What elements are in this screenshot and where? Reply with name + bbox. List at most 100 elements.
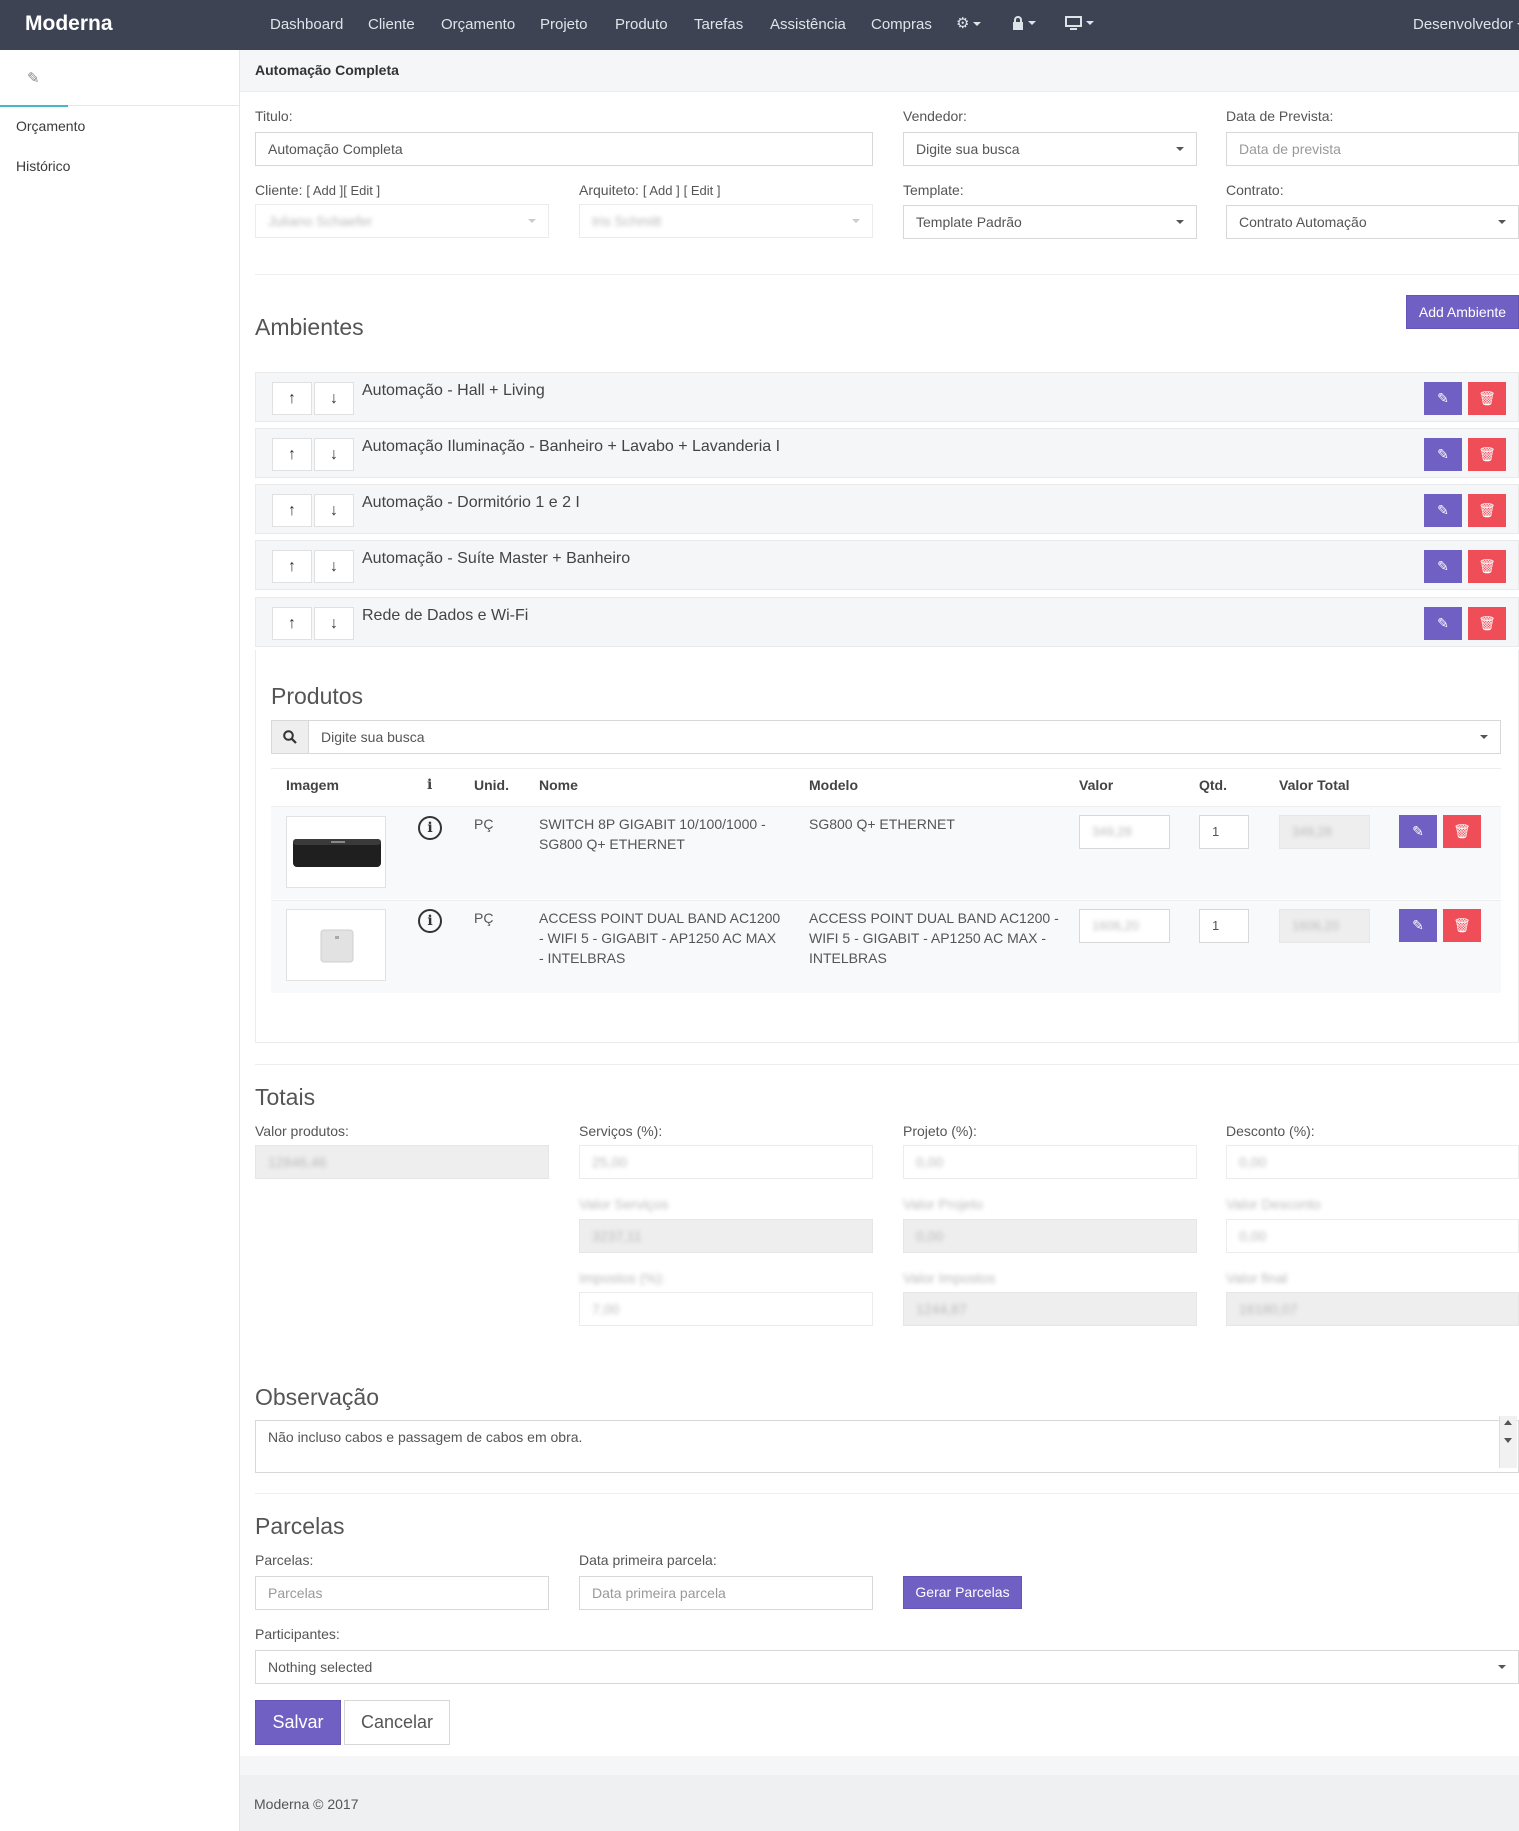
valor-input[interactable]: 1606,20 — [1079, 909, 1170, 943]
edit-icon[interactable]: ✎ — [1424, 607, 1462, 640]
info-icon[interactable]: i — [418, 909, 442, 933]
trash-icon[interactable]: 🗑 — [1468, 438, 1506, 471]
valor-projeto-field: 0,00 — [903, 1219, 1197, 1253]
edit-icon[interactable]: ✎ — [1424, 494, 1462, 527]
valor-total-field: 349,28 — [1279, 815, 1370, 849]
valor-input[interactable]: 349,28 — [1079, 815, 1170, 849]
data-primeira-parcela-label: Data primeira parcela: — [579, 1552, 717, 1568]
participantes-select[interactable]: Nothing selected — [255, 1650, 1519, 1684]
product-image — [286, 816, 386, 888]
col-qtd: Qtd. — [1199, 777, 1227, 793]
data-prevista-input[interactable]: Data de prevista — [1226, 132, 1519, 166]
valor-total-field: 1606,20 — [1279, 909, 1370, 943]
textarea-scrollbar[interactable] — [1499, 1416, 1517, 1468]
parcelas-label: Parcelas: — [255, 1552, 314, 1568]
brand-logo[interactable]: Moderna — [25, 12, 113, 35]
vendedor-select[interactable]: Digite sua busca — [903, 132, 1197, 166]
projeto-label: Projeto (%): — [903, 1123, 977, 1139]
arrow-down-icon[interactable]: ↓ — [314, 438, 354, 471]
servicos-input[interactable]: 25,00 — [579, 1145, 873, 1179]
arquiteto-edit-link[interactable]: [ Edit ] — [683, 183, 721, 198]
edit-icon[interactable]: ✎ — [1399, 909, 1437, 942]
arquiteto-add-link[interactable]: [ Add ] — [642, 183, 680, 198]
scroll-down-icon[interactable] — [1504, 1438, 1512, 1443]
chevron-down-icon — [1498, 1665, 1506, 1669]
nav-projeto[interactable]: Projeto — [540, 16, 588, 33]
scroll-up-icon[interactable] — [1504, 1420, 1512, 1425]
nav-dashboard[interactable]: Dashboard — [270, 16, 344, 33]
sidebar-edit-tab[interactable]: ✎ — [0, 50, 240, 106]
cancel-button[interactable]: Cancelar — [344, 1700, 450, 1745]
qtd-input[interactable]: 1 — [1199, 815, 1249, 849]
valor-desconto-input[interactable]: 0,00 — [1226, 1219, 1519, 1253]
titulo-input[interactable]: Automação Completa — [255, 132, 873, 166]
trash-icon[interactable]: 🗑 — [1443, 815, 1481, 848]
servicos-label: Serviços (%): — [579, 1123, 663, 1139]
arquiteto-select[interactable]: Iris Schmitt — [579, 204, 873, 238]
chevron-down-icon — [1480, 735, 1488, 739]
contrato-select[interactable]: Contrato Automação — [1226, 205, 1519, 239]
impostos-input[interactable]: 7,00 — [579, 1292, 873, 1326]
ambiente-name: Automação - Hall + Living — [362, 382, 545, 399]
observacao-textarea[interactable]: Não incluso cabos e passagem de cabos em… — [255, 1420, 1519, 1473]
ambiente-row: ↑ ↓ Automação - Hall + Living ✎ 🗑 — [255, 372, 1519, 422]
arrow-up-icon[interactable]: ↑ — [272, 494, 312, 527]
projeto-input[interactable]: 0,00 — [903, 1145, 1197, 1179]
cliente-edit-link[interactable]: [ Edit ] — [343, 183, 381, 198]
arrow-up-icon[interactable]: ↑ — [272, 550, 312, 583]
user-menu[interactable]: Desenvolvedor — [1413, 16, 1519, 33]
edit-icon[interactable]: ✎ — [1424, 550, 1462, 583]
arrow-up-icon[interactable]: ↑ — [272, 382, 312, 415]
template-select[interactable]: Template Padrão — [903, 205, 1197, 239]
arrow-up-icon[interactable]: ↑ — [272, 438, 312, 471]
arrow-down-icon[interactable]: ↓ — [314, 494, 354, 527]
add-ambiente-button[interactable]: Add Ambiente — [1406, 295, 1519, 329]
product-image — [286, 909, 386, 981]
trash-icon[interactable]: 🗑 — [1443, 909, 1481, 942]
desconto-label: Desconto (%): — [1226, 1123, 1315, 1139]
cliente-label: Cliente: [ Add ][ Edit ] — [255, 182, 381, 198]
edit-icon[interactable]: ✎ — [1399, 815, 1437, 848]
trash-icon[interactable]: 🗑 — [1468, 607, 1506, 640]
gerar-parcelas-button[interactable]: Gerar Parcelas — [903, 1576, 1022, 1609]
edit-icon[interactable]: ✎ — [1424, 438, 1462, 471]
nav-assistencia[interactable]: Assistência — [770, 16, 846, 33]
save-button[interactable]: Salvar — [255, 1700, 341, 1745]
data-primeira-parcela-input[interactable]: Data primeira parcela — [579, 1576, 873, 1610]
cliente-add-link[interactable]: [ Add ] — [306, 183, 344, 198]
desconto-input[interactable]: 0,00 — [1226, 1145, 1519, 1179]
gear-icon[interactable]: ⚙ — [956, 14, 982, 32]
monitor-icon[interactable] — [1065, 14, 1094, 31]
sidebar-item-orcamento[interactable]: Orçamento — [16, 118, 86, 134]
edit-icon[interactable]: ✎ — [1424, 382, 1462, 415]
qtd-input[interactable]: 1 — [1199, 909, 1249, 943]
nav-orcamento[interactable]: Orçamento — [441, 16, 516, 33]
valor-final-label: Valor final — [1226, 1270, 1288, 1286]
lock-icon[interactable] — [1012, 14, 1036, 31]
sidebar-item-historico[interactable]: Histórico — [16, 158, 71, 174]
parcelas-input[interactable]: Parcelas — [255, 1576, 549, 1610]
cliente-select[interactable]: Juliano Schaefer — [255, 204, 549, 238]
search-icon — [272, 721, 309, 753]
trash-icon[interactable]: 🗑 — [1468, 494, 1506, 527]
row-unid: PÇ — [474, 910, 494, 926]
arrow-down-icon[interactable]: ↓ — [314, 607, 354, 640]
arrow-down-icon[interactable]: ↓ — [314, 550, 354, 583]
col-unid: Unid. — [474, 777, 509, 793]
footer — [240, 1775, 1519, 1831]
produto-search[interactable]: Digite sua busca — [271, 720, 1501, 754]
nav-cliente[interactable]: Cliente — [368, 16, 415, 33]
totais-title: Totais — [255, 1084, 316, 1110]
info-icon[interactable]: i — [418, 816, 442, 840]
nav-produto[interactable]: Produto — [615, 16, 668, 33]
impostos-label: Impostos (%): — [579, 1270, 666, 1286]
nav-tarefas[interactable]: Tarefas — [694, 16, 744, 33]
col-imagem: Imagem — [286, 777, 339, 793]
trash-icon[interactable]: 🗑 — [1468, 550, 1506, 583]
trash-icon[interactable]: 🗑 — [1468, 382, 1506, 415]
valor-desconto-label: Valor Desconto — [1226, 1196, 1321, 1212]
valor-servicos-label: Valor Serviços — [579, 1196, 669, 1212]
arrow-down-icon[interactable]: ↓ — [314, 382, 354, 415]
arrow-up-icon[interactable]: ↑ — [272, 607, 312, 640]
nav-compras[interactable]: Compras — [871, 16, 932, 33]
